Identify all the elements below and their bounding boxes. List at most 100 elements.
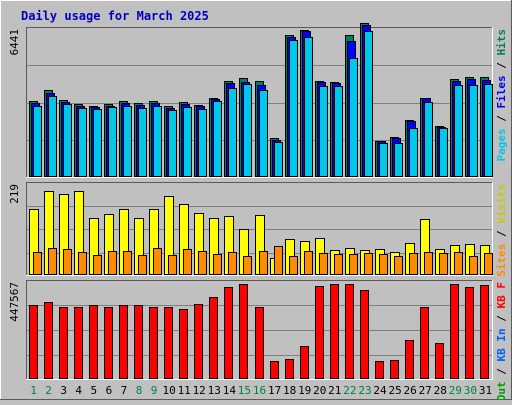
bar-kb-f-day-5 xyxy=(89,305,98,379)
x-tick-label: 26 xyxy=(403,384,416,397)
panel-visits_sites: 219 Sites / Visits xyxy=(8,182,508,277)
bar-kb-f-day-7 xyxy=(119,305,128,379)
x-tick-label: 20 xyxy=(313,384,326,397)
legend-item: KB F xyxy=(495,282,508,309)
bar-kb-f-day-11 xyxy=(179,309,188,379)
bar-pages-day-24 xyxy=(379,143,388,177)
x-tick-label: 12 xyxy=(193,384,206,397)
x-tick-label: 13 xyxy=(208,384,221,397)
x-tick-label: 5 xyxy=(90,384,97,397)
bar-pages-day-31 xyxy=(484,84,493,177)
bar-kb-f-day-3 xyxy=(59,307,68,379)
x-tick-label: 9 xyxy=(151,384,158,397)
bar-pages-day-10 xyxy=(168,110,177,177)
bar-sites-day-29 xyxy=(454,252,463,275)
bar-kb-f-day-27 xyxy=(420,307,429,379)
bar-sites-day-16 xyxy=(259,251,268,275)
bar-sites-day-10 xyxy=(168,255,177,275)
bar-sites-day-14 xyxy=(228,252,237,275)
bar-sites-day-26 xyxy=(409,253,418,275)
x-tick-label: 15 xyxy=(238,384,251,397)
x-tick-label: 2 xyxy=(45,384,52,397)
legend-separator: / xyxy=(495,309,508,329)
x-tick-label: 22 xyxy=(343,384,356,397)
bar-pages-day-25 xyxy=(394,143,403,177)
legend-hits_files_pages: Pages / Files / Hits xyxy=(495,29,508,162)
x-tick-label: 1 xyxy=(30,384,37,397)
bar-pages-day-3 xyxy=(63,104,72,177)
y-max-label: 6441 xyxy=(8,29,21,56)
x-tick-label: 30 xyxy=(464,384,477,397)
bar-kb-f-day-25 xyxy=(390,360,399,379)
bar-pages-day-4 xyxy=(78,108,87,177)
bar-kb-f-day-26 xyxy=(405,340,414,379)
bar-pages-day-26 xyxy=(409,128,418,177)
legend-item: KB Out xyxy=(495,381,508,400)
bar-kb-f-day-29 xyxy=(450,284,459,379)
bar-kb-f-day-30 xyxy=(465,287,474,379)
bar-sites-day-6 xyxy=(108,251,117,275)
bar-pages-day-18 xyxy=(289,40,298,177)
bar-kb-f-day-6 xyxy=(104,307,113,379)
bar-kb-f-day-13 xyxy=(209,297,218,379)
bar-sites-day-20 xyxy=(319,253,328,275)
x-tick-label: 3 xyxy=(60,384,67,397)
bar-sites-day-28 xyxy=(439,253,448,275)
bar-sites-day-25 xyxy=(394,256,403,275)
bar-sites-day-12 xyxy=(198,251,207,275)
bar-pages-day-30 xyxy=(469,85,478,177)
bar-sites-day-8 xyxy=(138,255,147,275)
bar-kb-f-day-16 xyxy=(255,307,264,379)
bar-kb-f-day-1 xyxy=(29,305,38,379)
y-max-label: 219 xyxy=(8,184,21,204)
bar-kb-f-day-10 xyxy=(164,307,173,379)
bar-kb-f-day-19 xyxy=(300,346,309,379)
bar-sites-day-17 xyxy=(274,246,283,275)
bar-pages-day-20 xyxy=(319,86,328,177)
bar-sites-day-5 xyxy=(93,255,102,275)
bar-kb-f-day-9 xyxy=(149,307,158,379)
bar-pages-day-14 xyxy=(228,88,237,177)
bar-sites-day-7 xyxy=(123,251,132,275)
bar-pages-day-15 xyxy=(243,84,252,177)
legend-item: Sites xyxy=(495,244,508,277)
bar-pages-day-1 xyxy=(33,106,42,177)
bar-kb-f-day-23 xyxy=(360,290,369,379)
bar-sites-day-13 xyxy=(213,254,222,275)
bar-pages-day-19 xyxy=(304,37,313,177)
legend-separator: / xyxy=(495,56,508,76)
bar-pages-day-28 xyxy=(439,128,448,177)
x-tick-label: 23 xyxy=(358,384,371,397)
bar-sites-day-3 xyxy=(63,249,72,275)
x-tick-label: 21 xyxy=(328,384,341,397)
legend-kbytes: KB Out / KB In / KB F xyxy=(495,282,508,400)
x-tick-label: 6 xyxy=(106,384,113,397)
x-tick-label: 24 xyxy=(373,384,387,397)
bar-kb-f-day-22 xyxy=(345,284,354,379)
bar-pages-day-11 xyxy=(183,107,192,177)
bar-pages-day-2 xyxy=(48,96,57,177)
legend-item: Visits xyxy=(495,184,508,224)
bar-pages-day-16 xyxy=(259,90,268,177)
legend-separator: / xyxy=(495,109,508,129)
bar-kb-f-day-24 xyxy=(375,361,384,379)
x-tick-label: 16 xyxy=(253,384,266,397)
bar-pages-day-8 xyxy=(138,108,147,177)
bar-kb-f-day-4 xyxy=(74,307,83,379)
bar-pages-day-22 xyxy=(349,58,358,177)
bar-sites-day-18 xyxy=(289,256,298,275)
bar-kb-f-day-8 xyxy=(134,305,143,379)
legend-visits_sites: Sites / Visits xyxy=(495,184,508,277)
bar-kb-f-day-31 xyxy=(480,285,489,379)
legend-separator: / xyxy=(495,224,508,244)
bar-sites-day-2 xyxy=(48,248,57,275)
x-tick-label: 19 xyxy=(298,384,311,397)
bar-pages-day-23 xyxy=(364,31,373,177)
bar-pages-day-21 xyxy=(334,86,343,177)
legend-item: KB In xyxy=(495,328,508,361)
bar-sites-day-21 xyxy=(334,254,343,275)
bar-pages-day-5 xyxy=(93,109,102,177)
panel-kbytes: 447567 KB Out / KB In / KB F xyxy=(8,280,508,405)
